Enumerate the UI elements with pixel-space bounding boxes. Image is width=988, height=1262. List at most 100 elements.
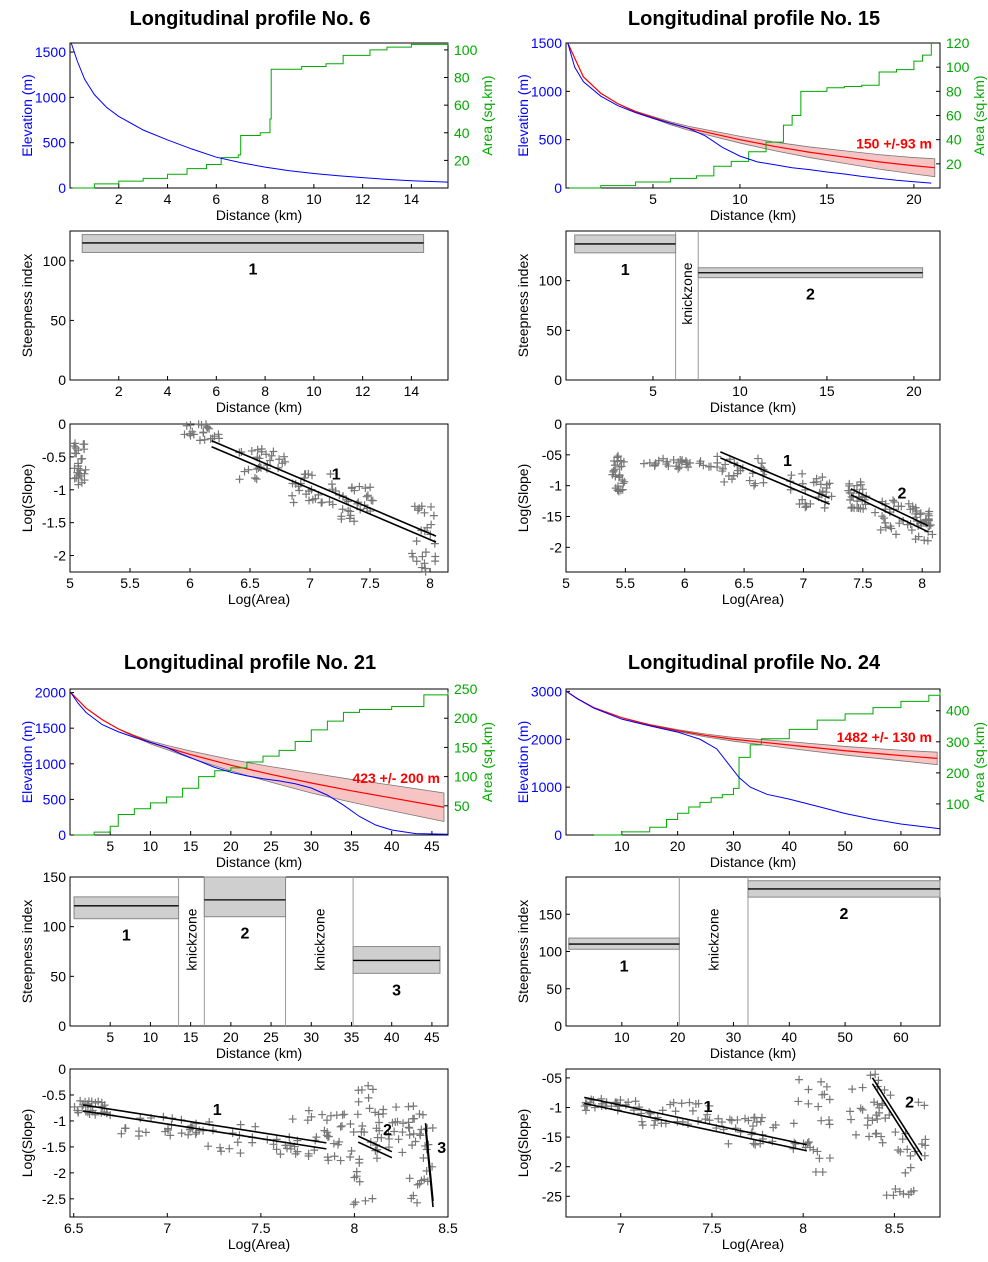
panel2-slope-area-point [890,497,899,506]
panel4-steepness-xtick-label: 50 [837,1029,853,1045]
panel1-steepness-ylabel: Steepness index [19,254,35,358]
panel2-profile-y2tick-label: 60 [946,108,962,124]
panel2-slope-area-point [745,476,754,485]
panel2-slope-area-ytick-label: -15 [542,509,562,525]
panel1-slope-area-point [275,455,284,464]
panel3-steepness-ylabel: Steepness index [19,900,35,1004]
panel1-slope-area-point [362,492,371,501]
panel4-slope-area-point [733,1115,742,1124]
panel4-slope-area-point [891,1128,900,1137]
panel4-slope-area-point [653,1113,662,1122]
panel2-slope-area-point [650,460,659,469]
panel4-slope-area-point [818,1168,827,1177]
panel4-slope-area-point [658,1106,667,1115]
panel1-slope-area-point [79,440,88,449]
panel4-slope-area-point [865,1132,874,1141]
panel2-slope-area-xtick-label: 6.5 [734,575,754,591]
chart-title-no15: Longitudinal profile No. 15 [627,8,881,30]
panel2-slope-area-xtick-label: 5 [562,575,570,591]
panel1-slope-area-point [326,470,335,479]
panel2-profile-ylabel: Elevation (m) [515,74,531,156]
panel4-slope-area-point [791,1139,800,1148]
panel3-slope-area-point [415,1130,424,1139]
panel3-slope-area-point [164,1126,173,1135]
panel1-slope-area-point [337,515,346,524]
panel3-slope-area-point [377,1133,386,1142]
panel3-slope-area-point [407,1194,416,1203]
panel3-slope-area-point [354,1097,363,1106]
panel4-slope-area-point [868,1116,877,1125]
panel3-slope-area-point [355,1177,364,1186]
panel4-slope-area-point [873,1100,882,1109]
panel2-slope-area-point [684,463,693,472]
panel1-profile-y2tick-label: 60 [454,97,470,113]
panel3-slope-area-point [276,1150,285,1159]
panel1-slope-area-ylabel: Log(Slope) [19,464,35,533]
panel2-slope-area-point [907,526,916,535]
panel4-slope-area-point [891,1185,900,1194]
panel4-slope-area-point [744,1116,753,1125]
panel3-slope-area-point [358,1121,367,1130]
panel4-slope-area-point [750,1113,759,1122]
panel1-slope-area-point [80,445,89,454]
panel3-slope-area-point [136,1114,145,1123]
panel1-slope-area-point [408,552,417,561]
panel1-slope-area-point [269,447,278,456]
panel4-slope-area-point [825,1154,834,1163]
panel4-slope-area-point [688,1106,697,1115]
panel4-slope-area-point [921,1135,930,1144]
panel3-slope-area-point [336,1122,345,1131]
panel3-slope-area-point [375,1126,384,1135]
panel2-slope-area-point [920,536,929,545]
panel1-slope-area-point [420,508,429,517]
panel2-slope-area-point [816,480,825,489]
panel3-slope-area-point [405,1123,414,1132]
panel3-slope-area-fit-lower [82,1110,327,1150]
panel1-steepness-xtick-label: 14 [404,383,420,399]
panel3-slope-area-point [323,1153,332,1162]
panel2-slope-area-point [681,456,690,465]
panel1-slope-area-ytick-label: -2 [54,548,67,564]
panel4-slope-area-point [701,1115,710,1124]
panel2-steepness-ytick-label: 100 [539,273,563,289]
panel3-slope-area-point [87,1097,96,1106]
panel3-profile-y2tick-label: 250 [454,681,478,697]
panel3-steepness-ytick-label: 0 [58,1018,66,1034]
panel2-slope-area-point [619,479,628,488]
panel2-slope-area-point [924,527,933,536]
panel4-slope-area-point [880,1085,889,1094]
panel4-slope-area-point [813,1147,822,1156]
panel3-steepness-xtick-label: 35 [344,1029,360,1045]
panel4-slope-area-point [871,1070,880,1079]
panel4-slope-area-point [769,1123,778,1132]
panel2-slope-area-point [620,477,629,486]
panel1-slope-area-xtick-label: 5.5 [120,575,140,591]
panel2-slope-area-point [916,509,925,518]
panel1-profile-y2tick-label: 40 [454,125,470,141]
panel3-slope-area-fit-lower [424,1129,434,1208]
panel2-slope-area-point [845,479,854,488]
panel3-slope-area-point [355,1155,364,1164]
panel4-slope-area-point [820,1090,829,1099]
panel3-slope-area-point [233,1138,242,1147]
panel3-slope-area-xtick-label: 6.5 [64,1220,84,1236]
panel3-steepness-segment-label: 2 [240,926,249,943]
panel2-slope-area-point [881,523,890,532]
panel1-slope-area-point [252,475,261,484]
panel2-slope-area-point [856,480,865,489]
panel1-slope-area-point [72,449,81,458]
panel3-slope-area-point [353,1110,362,1119]
panel2-steepness-ytick-label: 0 [554,372,562,388]
panel3-steepness-segment-band [73,896,180,920]
panel3-profile-y2label: Area (sq.km) [479,722,495,802]
panel1-profile-xtick-label: 8 [261,191,269,207]
panel4-slope-area-point [631,1097,640,1106]
panel3-slope-area-point [121,1124,130,1133]
panel1-slope-area-point [420,559,429,568]
panel4-slope-area-fit-upper [584,1096,807,1146]
panel1-slope-area-point [186,431,195,440]
panel3-slope-area-point [357,1085,366,1094]
panel2-steepness-xtick-label: 15 [819,383,835,399]
panel4-slope-area-xtick-label: 8 [799,1220,807,1236]
panel1-slope-area-point [412,557,421,566]
